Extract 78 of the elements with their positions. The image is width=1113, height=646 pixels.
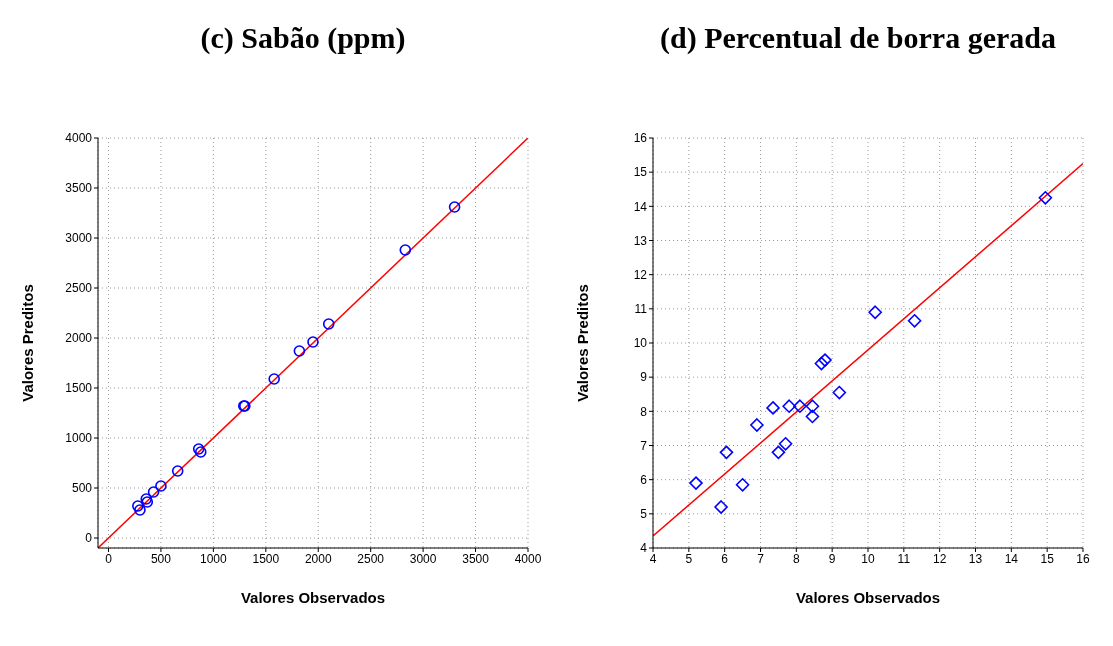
point: [771, 445, 786, 460]
y-tick-label: 7: [640, 438, 648, 453]
x-tick-label: 13: [968, 551, 983, 566]
point: [782, 399, 796, 414]
x-tick-label: 9: [828, 551, 836, 566]
x-tick-label: 15: [1040, 551, 1055, 566]
point: [750, 418, 764, 432]
x-tick-label: 0: [105, 551, 113, 566]
chart-title: (d) Percentual de borra gerada: [658, 20, 1057, 56]
y-tick-label: 6: [640, 472, 648, 487]
point: [778, 436, 793, 451]
y-tick-label: 4: [640, 541, 648, 556]
point: [307, 336, 319, 348]
point: [735, 477, 750, 492]
x-tick-label: 2000: [304, 551, 332, 566]
x-tick-label: 3000: [409, 551, 437, 566]
x-tick-label: 8: [792, 551, 800, 566]
point: [134, 504, 146, 516]
x-tick-label: 7: [757, 551, 765, 566]
point: [793, 399, 807, 414]
point: [868, 305, 882, 320]
x-tick-label: 1000: [200, 551, 228, 566]
y-tick-label: 9: [640, 370, 648, 385]
point: [766, 401, 780, 415]
point: [805, 399, 820, 414]
point: [689, 476, 703, 490]
point: [171, 465, 184, 477]
point: [907, 313, 922, 328]
y-tick-label: 2000: [65, 331, 93, 346]
y-tick-label: 3000: [65, 231, 93, 246]
y-tick-label: 12: [633, 267, 648, 282]
y-tick-label: 11: [634, 302, 648, 317]
point: [818, 353, 832, 367]
y-tick-label: 15: [633, 165, 648, 180]
x-tick-label: 2500: [357, 551, 385, 566]
x-tick-label: 14: [1004, 551, 1019, 566]
y-tick-label: 0: [85, 531, 93, 546]
y-tick-label: 500: [71, 481, 93, 496]
y-tick-label: 2500: [65, 281, 93, 296]
x-axis-title: Valores Observados: [240, 589, 386, 606]
chart-title: (c) Sabão (ppm): [199, 20, 407, 56]
y-tick-label: 13: [633, 233, 648, 248]
x-tick-label: 11: [897, 551, 911, 566]
point: [448, 201, 461, 213]
point: [805, 409, 820, 424]
x-tick-label: 16: [1076, 551, 1090, 566]
point: [714, 500, 728, 514]
x-tick-label: 1500: [252, 551, 280, 566]
x-tick-label: 3500: [462, 551, 490, 566]
point: [322, 318, 335, 330]
x-tick-label: 500: [150, 551, 172, 566]
point: [832, 385, 847, 400]
y-tick-label: 3500: [65, 181, 93, 196]
point: [814, 356, 829, 371]
point: [293, 345, 306, 357]
y-tick-label: 4000: [65, 131, 93, 146]
x-tick-label: 4000: [514, 551, 542, 566]
y-tick-label: 5: [640, 507, 648, 522]
y-tick-label: 10: [633, 336, 648, 351]
point: [147, 486, 160, 498]
x-tick-label: 6: [721, 551, 729, 566]
y-tick-label: 14: [633, 199, 648, 214]
point: [1038, 190, 1053, 205]
point: [719, 445, 734, 460]
y-axis-title: Valores Preditos: [19, 284, 37, 402]
x-axis-title: Valores Observados: [795, 589, 941, 606]
point: [132, 500, 144, 512]
x-tick-label: 10: [861, 551, 875, 566]
x-tick-label: 5: [685, 551, 693, 566]
y-axis-title: Valores Preditos: [574, 284, 592, 402]
point: [399, 244, 412, 256]
point: [268, 373, 280, 385]
y-tick-label: 1500: [65, 381, 93, 396]
y-tick-label: 16: [633, 131, 648, 146]
y-tick-label: 8: [640, 404, 648, 419]
x-tick-label: 12: [932, 551, 947, 566]
y-tick-label: 1000: [65, 431, 93, 446]
point: [155, 480, 167, 492]
